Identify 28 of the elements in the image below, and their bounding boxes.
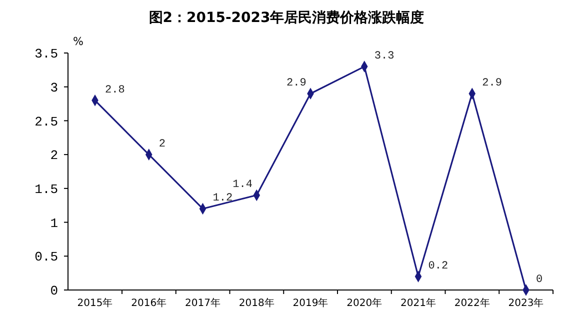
x-tick-label: 2019年 <box>292 297 328 309</box>
x-tick-label: 2022年 <box>454 297 490 309</box>
y-tick-label: 3 <box>50 80 58 96</box>
x-tick-label: 2015年 <box>77 297 113 309</box>
y-tick-label: 0.5 <box>34 250 58 265</box>
data-label: 2.8 <box>105 84 125 96</box>
data-label: 0.2 <box>428 260 448 272</box>
data-label: 3.3 <box>374 50 394 63</box>
x-tick-label: 2020年 <box>346 297 382 309</box>
data-label: 0 <box>536 274 543 286</box>
chart-title: 图2：2015-2023年居民消费价格涨跌幅度 <box>148 9 424 26</box>
data-label: 2.9 <box>286 78 306 90</box>
data-label: 1.2 <box>212 192 233 205</box>
data-label: 1.4 <box>232 179 253 192</box>
x-tick-label: 2023年 <box>508 297 544 309</box>
y-tick-label: 1 <box>50 216 58 231</box>
x-tick-label: 2016年 <box>131 297 167 309</box>
y-tick-label: 2 <box>50 148 58 164</box>
y-tick-label: 2.5 <box>34 114 58 130</box>
x-tick-label: 2021年 <box>400 297 436 309</box>
x-tick-label: 2018年 <box>238 297 274 309</box>
x-tick-label: 2017年 <box>185 297 220 309</box>
y-tick-label: 1.5 <box>34 182 58 197</box>
data-label: 2.9 <box>482 78 502 90</box>
y-tick-label: 0 <box>50 284 58 299</box>
y-tick-label: 3.5 <box>34 46 58 62</box>
data-label: 2 <box>158 138 166 151</box>
y-axis-title: % <box>73 35 84 48</box>
